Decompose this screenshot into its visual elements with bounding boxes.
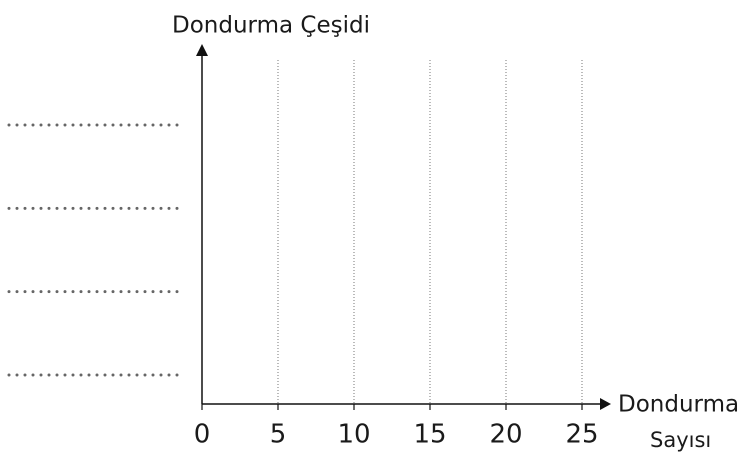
x-tick-label: 20 [489, 420, 522, 450]
x-tick-label: 15 [413, 420, 446, 450]
y-axis-title: Dondurma Çeşidi [172, 13, 370, 39]
x-tick-label: 25 [565, 420, 598, 450]
x-axis-arrow [600, 398, 611, 410]
x-tick-label: 10 [337, 420, 370, 450]
x-tick-label: 5 [270, 420, 287, 450]
x-axis-title: Dondurma [618, 392, 739, 418]
x-tick-label: 0 [194, 420, 211, 450]
x-axis-title: Sayısı [650, 428, 711, 452]
y-axis-arrow [196, 44, 208, 56]
